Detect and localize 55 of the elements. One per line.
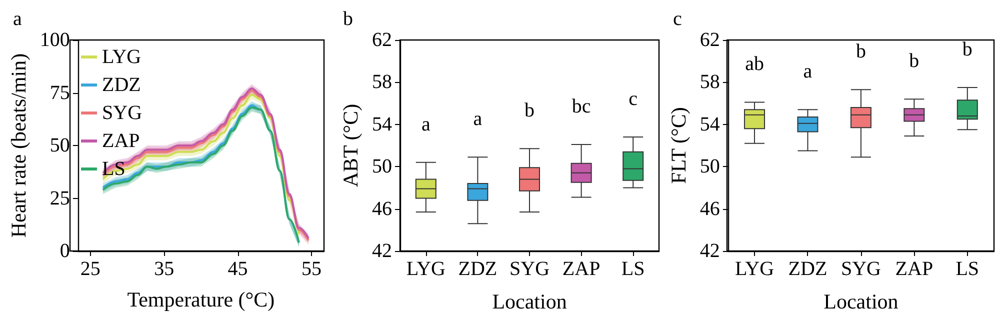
annotation: b [909, 50, 920, 72]
y-axis-title: FLT (°C) [666, 107, 690, 184]
annotation: c [628, 88, 638, 110]
y-tick-label: 62 [372, 29, 392, 51]
legend-label: SYG [102, 102, 142, 124]
x-axis-title: Temperature (°C) [127, 288, 275, 312]
y-tick-label: 25 [50, 187, 70, 210]
x-tick-label: 35 [154, 258, 174, 280]
annotation: b [962, 38, 972, 60]
y-tick-label: 54 [372, 113, 392, 136]
x-axis-title: Location [824, 290, 899, 314]
x-tick-label: 55 [301, 258, 322, 280]
x-tick-label: 25 [80, 258, 100, 280]
y-tick-label: 42 [372, 240, 392, 262]
y-axis-title: ABT (°C) [338, 104, 363, 188]
y-tick-label: 46 [700, 198, 720, 220]
x-tick-label: LYG [734, 258, 774, 280]
x-tick-label: LS [956, 258, 980, 280]
y-tick-label: 46 [372, 198, 392, 220]
y-tick-label: 0 [60, 240, 70, 262]
x-tick-label: ZDZ [458, 258, 498, 280]
legend-label: ZDZ [102, 74, 141, 96]
x-axis-title: Location [492, 290, 568, 314]
chart-title: a [13, 8, 22, 30]
x-tick-label: ZAP [895, 258, 934, 280]
chart-title: b [343, 8, 353, 30]
y-tick-label: 50 [700, 156, 720, 178]
y-tick-label: 50 [372, 156, 392, 178]
y-tick-label: 58 [700, 71, 720, 94]
y-tick-label: 100 [40, 29, 70, 51]
annotation: b [524, 100, 534, 122]
annotation: b [856, 40, 866, 63]
annotation: a [473, 108, 482, 130]
y-tick-label: 50 [50, 134, 70, 156]
x-tick-label: SYG [509, 258, 550, 280]
annotation: a [803, 60, 812, 83]
x-tick-label: LS [621, 258, 645, 280]
y-tick-label: 62 [700, 29, 720, 51]
x-tick-label: LYG [406, 258, 446, 280]
y-tick-label: 75 [50, 82, 70, 104]
y-tick-label: 42 [700, 240, 720, 262]
annotation: bc [572, 95, 591, 118]
chart-title: c [673, 8, 682, 30]
x-tick-label: 45 [228, 258, 248, 280]
y-axis-title: Heart rate (beats/min) [6, 53, 30, 238]
legend-label: ZAP [102, 130, 140, 152]
annotation: a [421, 113, 430, 136]
x-tick-label: ZAP [562, 258, 600, 280]
y-tick-label: 58 [372, 71, 392, 94]
legend-label: LS [102, 158, 126, 180]
annotation: ab [745, 53, 764, 76]
x-tick-label: ZDZ [788, 258, 828, 280]
x-tick-label: SYG [840, 258, 881, 280]
y-tick-label: 54 [700, 113, 720, 136]
legend-label: LYG [102, 46, 142, 68]
